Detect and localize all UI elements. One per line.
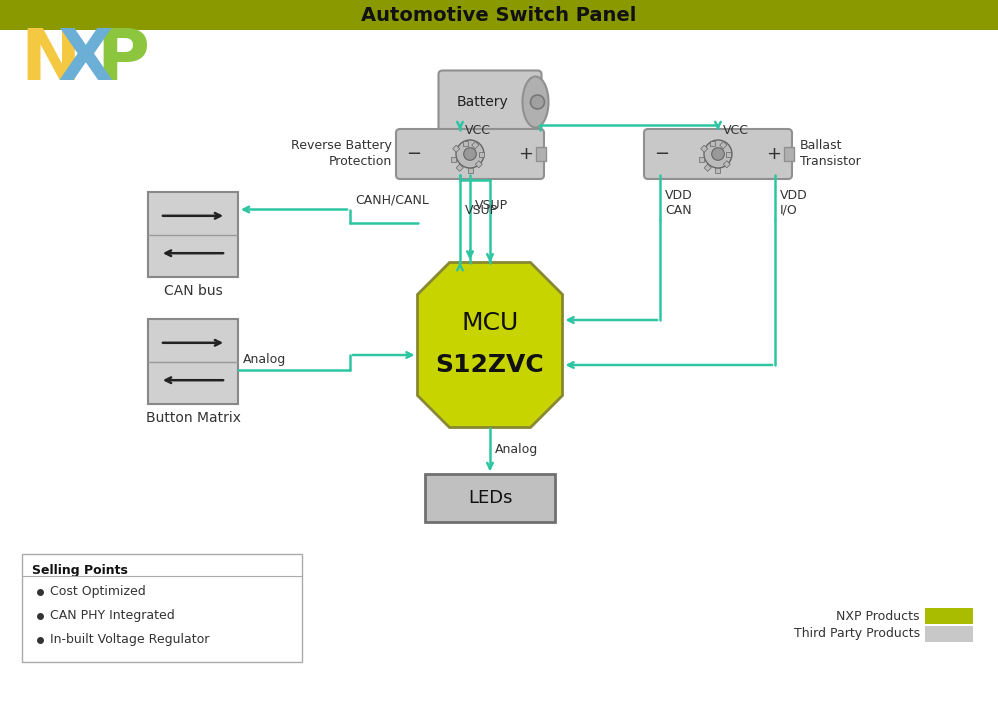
FancyBboxPatch shape [536, 147, 546, 161]
Text: Selling Points: Selling Points [32, 564, 128, 577]
Bar [467, 168, 472, 173]
Text: VCC: VCC [723, 124, 749, 137]
FancyBboxPatch shape [425, 474, 555, 522]
Bar [727, 151, 732, 156]
Text: MCU: MCU [461, 311, 519, 335]
Text: Reverse Battery: Reverse Battery [291, 138, 392, 151]
Text: CAN: CAN [665, 204, 692, 217]
Text: −: − [406, 145, 421, 163]
FancyBboxPatch shape [438, 71, 542, 133]
FancyBboxPatch shape [148, 192, 238, 277]
Text: LEDs: LEDs [468, 489, 512, 507]
Text: CANH/CANL: CANH/CANL [355, 193, 429, 206]
Text: −: − [655, 145, 670, 163]
FancyBboxPatch shape [0, 0, 998, 30]
Text: P: P [96, 26, 149, 95]
Text: Automotive Switch Panel: Automotive Switch Panel [361, 6, 637, 24]
Text: +: + [519, 145, 534, 163]
Text: Analog: Analog [243, 353, 286, 366]
Text: In-built Voltage Regulator: In-built Voltage Regulator [50, 634, 210, 647]
Text: +: + [766, 145, 781, 163]
Bar [705, 164, 712, 171]
FancyBboxPatch shape [644, 129, 792, 179]
Bar [478, 151, 483, 156]
FancyBboxPatch shape [925, 608, 973, 624]
Text: Cost Optimized: Cost Optimized [50, 585, 146, 598]
Bar [720, 142, 727, 149]
Text: Battery: Battery [456, 95, 508, 109]
Text: Protection: Protection [328, 155, 392, 168]
Text: VSUP: VSUP [465, 204, 498, 217]
Text: Ballast: Ballast [800, 138, 842, 151]
Text: I/O: I/O [780, 204, 797, 217]
Circle shape [712, 148, 725, 161]
Bar [462, 140, 467, 145]
Text: S12ZVC: S12ZVC [435, 353, 544, 377]
FancyBboxPatch shape [396, 129, 544, 179]
FancyBboxPatch shape [784, 147, 794, 161]
Text: VSUP: VSUP [475, 199, 508, 212]
Circle shape [704, 140, 732, 168]
Bar [475, 161, 482, 168]
FancyBboxPatch shape [148, 319, 238, 404]
Bar [711, 140, 716, 145]
Text: NXP Products: NXP Products [836, 610, 920, 623]
Ellipse shape [523, 76, 549, 127]
FancyBboxPatch shape [22, 554, 302, 662]
Ellipse shape [531, 95, 545, 109]
Polygon shape [417, 263, 563, 428]
Bar [472, 142, 479, 149]
Bar [453, 145, 460, 152]
Text: CAN bus: CAN bus [164, 284, 223, 298]
Bar [456, 164, 463, 171]
Bar [451, 156, 456, 161]
Bar [700, 156, 705, 161]
Text: Button Matrix: Button Matrix [146, 411, 241, 425]
Text: N: N [20, 26, 81, 95]
Bar [716, 168, 721, 173]
Circle shape [464, 148, 476, 161]
Text: Transistor: Transistor [800, 155, 860, 168]
Text: VDD: VDD [665, 189, 693, 202]
Circle shape [456, 140, 484, 168]
Text: CAN PHY Integrated: CAN PHY Integrated [50, 610, 175, 623]
Text: VDD: VDD [780, 189, 807, 202]
Text: X: X [58, 26, 114, 95]
Text: Third Party Products: Third Party Products [793, 628, 920, 641]
Bar [724, 161, 731, 168]
Bar [701, 145, 708, 152]
Text: Analog: Analog [495, 443, 538, 456]
FancyBboxPatch shape [925, 626, 973, 642]
Text: VCC: VCC [465, 124, 491, 137]
